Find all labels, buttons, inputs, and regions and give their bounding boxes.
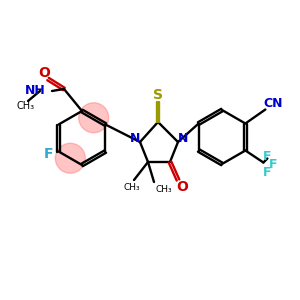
Text: CH₃: CH₃ (17, 101, 35, 111)
Text: CH₃: CH₃ (156, 184, 172, 194)
Text: O: O (176, 180, 188, 194)
Text: NH: NH (25, 85, 46, 98)
Text: F: F (269, 158, 278, 171)
Text: N: N (130, 133, 140, 146)
Text: F: F (44, 148, 53, 161)
Text: CN: CN (264, 97, 283, 110)
Text: F: F (263, 166, 272, 179)
Text: S: S (153, 88, 163, 102)
Text: N: N (178, 133, 188, 146)
Text: O: O (38, 66, 50, 80)
Circle shape (79, 103, 109, 133)
Text: CH₃: CH₃ (124, 182, 140, 191)
Text: F: F (263, 150, 272, 163)
Circle shape (55, 143, 85, 173)
